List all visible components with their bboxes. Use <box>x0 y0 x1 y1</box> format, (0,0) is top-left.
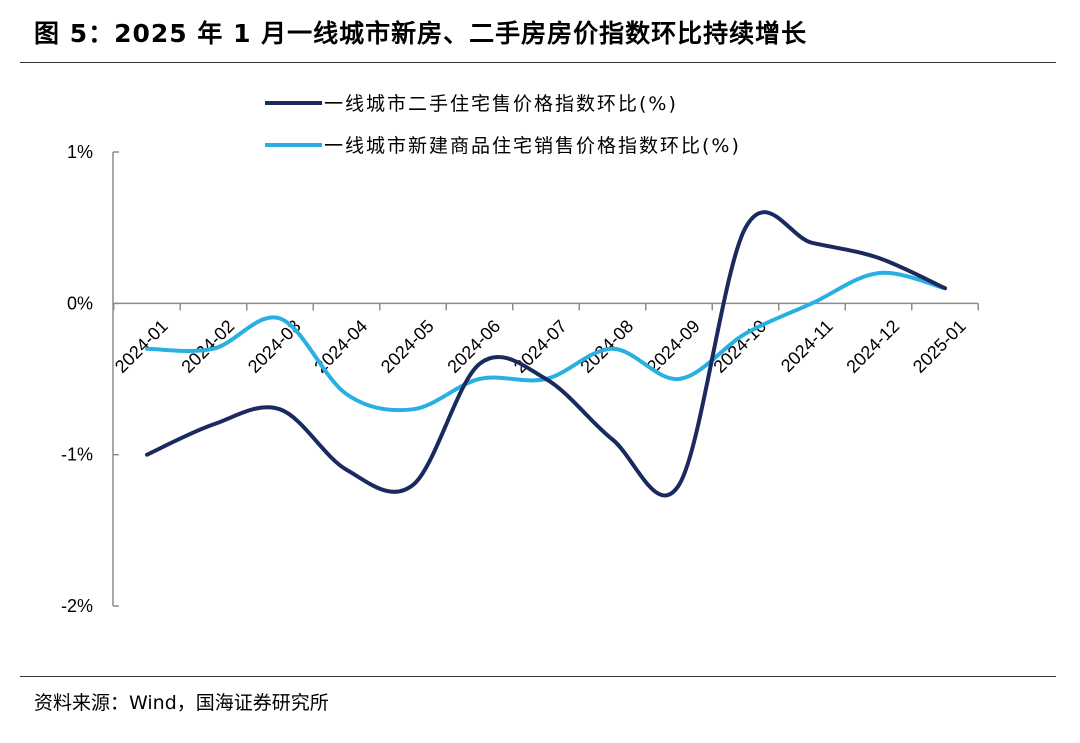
legend-label: 一线城市新建商品住宅销售价格指数环比(%) <box>324 135 741 157</box>
y-tick-label: -1% <box>61 445 93 465</box>
x-tick-label: 2024-07 <box>510 316 571 377</box>
x-tick-label: 2024-01 <box>111 316 172 377</box>
source-note: 资料来源：Wind，国海证券研究所 <box>34 692 329 714</box>
series-line-secondhand <box>145 210 947 498</box>
x-tick-label: 2024-05 <box>377 316 438 377</box>
chart-series <box>145 210 947 498</box>
x-tick-label: 2024-11 <box>777 316 837 376</box>
y-tick-label: 0% <box>67 293 93 313</box>
x-tick-label: 2025-01 <box>909 316 970 377</box>
y-tick-label: 1% <box>67 142 93 162</box>
y-tick-label: -2% <box>61 596 93 616</box>
chart-legend: 一线城市二手住宅售价格指数环比(%) 一线城市新建商品住宅销售价格指数环比(%) <box>265 93 741 157</box>
title-divider <box>20 62 1056 63</box>
x-tick-label: 2024-12 <box>842 316 903 377</box>
x-tick-label: 2024-08 <box>576 316 637 377</box>
x-tick-label: 2024-02 <box>177 316 238 377</box>
legend-label: 一线城市二手住宅售价格指数环比(%) <box>324 93 678 115</box>
figure-title: 图 5：2025 年 1 月一线城市新房、二手房房价指数环比持续增长 <box>34 19 808 48</box>
x-tick-label: 2024-04 <box>310 316 371 377</box>
source-divider <box>20 676 1056 677</box>
